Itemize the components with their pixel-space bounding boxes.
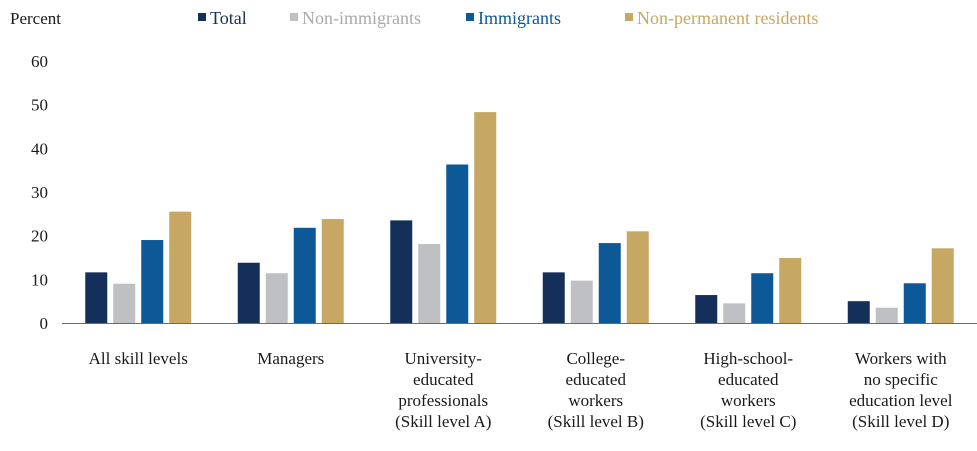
legend-swatch — [625, 13, 633, 21]
bar-non-immigrants — [265, 273, 288, 323]
bar-total — [542, 272, 565, 323]
bar-non-permanent-residents — [474, 112, 497, 323]
bars — [85, 112, 954, 323]
legend-label: Immigrants — [478, 8, 561, 28]
bar-total — [85, 272, 108, 323]
bar-non-permanent-residents — [321, 219, 344, 323]
legend-label: Total — [210, 8, 247, 28]
legend-label: Non-immigrants — [302, 8, 421, 28]
y-axis-ticks: 0 10 20 30 40 50 60 — [31, 52, 48, 333]
y-tick-label: 30 — [31, 183, 48, 202]
bar-total — [695, 295, 718, 323]
y-tick-label: 10 — [31, 270, 48, 289]
category-label: Workers with no specific education level (S… — [849, 349, 953, 431]
y-tick-label: 20 — [31, 227, 48, 246]
category-label: Managers — [257, 349, 324, 368]
category-label: High-school-educated workers (Skill level … — [700, 349, 796, 431]
y-tick-label: 60 — [31, 52, 48, 71]
bar-non-permanent-residents — [626, 231, 649, 323]
legend-swatch — [290, 13, 298, 21]
bar-total — [390, 220, 413, 323]
y-axis-label: Percent — [10, 9, 61, 28]
category-label: University-educated professionals (Skill l… — [395, 349, 491, 431]
legend-swatch — [198, 13, 206, 21]
bar-immigrants — [751, 273, 774, 323]
y-tick-label: 40 — [31, 139, 48, 158]
y-tick-label: 0 — [40, 314, 49, 333]
bar-non-immigrants — [570, 280, 593, 323]
bar-non-immigrants — [113, 283, 136, 323]
legend-label: Non-permanent residents — [637, 8, 818, 28]
legend: Total Non-immigrants Immigrants Non-permane… — [198, 8, 818, 28]
legend-swatch — [466, 13, 474, 21]
bar-non-immigrants — [418, 243, 441, 323]
bar-non-permanent-residents — [931, 248, 954, 323]
bar-immigrants — [903, 283, 926, 323]
bar-total — [847, 301, 870, 323]
y-tick-label: 50 — [31, 96, 48, 115]
bar-immigrants — [446, 164, 469, 323]
category-labels: All skill levels Managers University-educa… — [89, 349, 953, 431]
bar-immigrants — [141, 240, 164, 323]
bar-immigrants — [598, 243, 621, 323]
category-label: College-educated workers (Skill level B) — [548, 349, 644, 431]
bar-non-permanent-residents — [779, 257, 802, 323]
bar-total — [237, 262, 260, 323]
bar-immigrants — [293, 227, 316, 323]
bar-non-immigrants — [875, 307, 898, 323]
category-label: All skill levels — [89, 349, 188, 368]
bar-non-immigrants — [723, 303, 746, 323]
bar-non-permanent-residents — [169, 211, 192, 323]
